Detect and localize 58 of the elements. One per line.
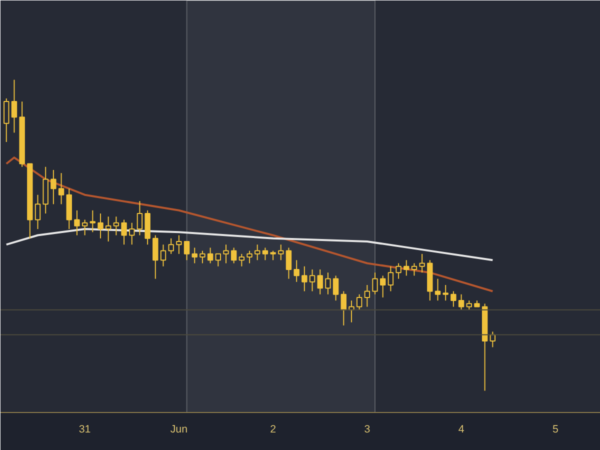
x-tick-label: 4 [458, 424, 464, 436]
candlestick [380, 275, 386, 298]
candlestick [340, 290, 346, 326]
x-tick-label: 5 [552, 424, 558, 436]
x-tick-label: 3 [364, 424, 370, 436]
candlestick [98, 212, 104, 239]
candlestick [356, 294, 362, 310]
candlestick [309, 268, 316, 292]
x-tick-label: 2 [270, 424, 276, 436]
candlestick [254, 244, 260, 261]
candlestick [82, 219, 88, 236]
x-tick-label: 31 [78, 424, 91, 436]
candlestick [129, 222, 135, 246]
candlestick [121, 219, 127, 246]
x-tick-label: Jun [170, 424, 188, 436]
candlestick [466, 300, 472, 310]
candlestick [419, 253, 425, 274]
candlestick [11, 79, 18, 134]
candlestick [50, 169, 56, 205]
candlestick [286, 247, 292, 280]
candlestick [58, 172, 64, 205]
candlestick [176, 234, 182, 254]
candlestick [34, 194, 41, 230]
candlestick [270, 250, 276, 261]
candlestick [207, 247, 214, 264]
candlestick [364, 284, 370, 308]
candlestick [4, 98, 10, 142]
candlestick [278, 244, 284, 261]
candlestick [168, 238, 174, 254]
candlestick [434, 278, 441, 302]
candlestick [74, 210, 80, 236]
candlestick [332, 275, 339, 302]
candlestick [184, 240, 190, 261]
candlestick [238, 253, 245, 267]
candlestick [192, 247, 198, 264]
candlestick [113, 216, 120, 236]
candlestick [246, 250, 252, 264]
candlestick [160, 244, 166, 267]
candlestick [90, 210, 96, 233]
candlestick [105, 216, 112, 242]
candlestick [388, 266, 394, 292]
candlestick [302, 266, 308, 292]
candlestick [458, 294, 464, 310]
candlestick [294, 260, 300, 282]
candlestick [442, 284, 448, 302]
candlestick [317, 268, 323, 295]
candlestick [200, 250, 206, 264]
candlestick [223, 244, 229, 264]
candlestick [136, 200, 143, 236]
candlestick [450, 290, 456, 308]
candlestick [396, 262, 402, 280]
candlestick [411, 262, 418, 276]
candlestick [262, 247, 268, 261]
candlestick [325, 272, 331, 295]
candlestick [152, 234, 158, 280]
candlestick [230, 247, 237, 264]
candlestick [404, 260, 410, 276]
candlestick [215, 253, 221, 267]
